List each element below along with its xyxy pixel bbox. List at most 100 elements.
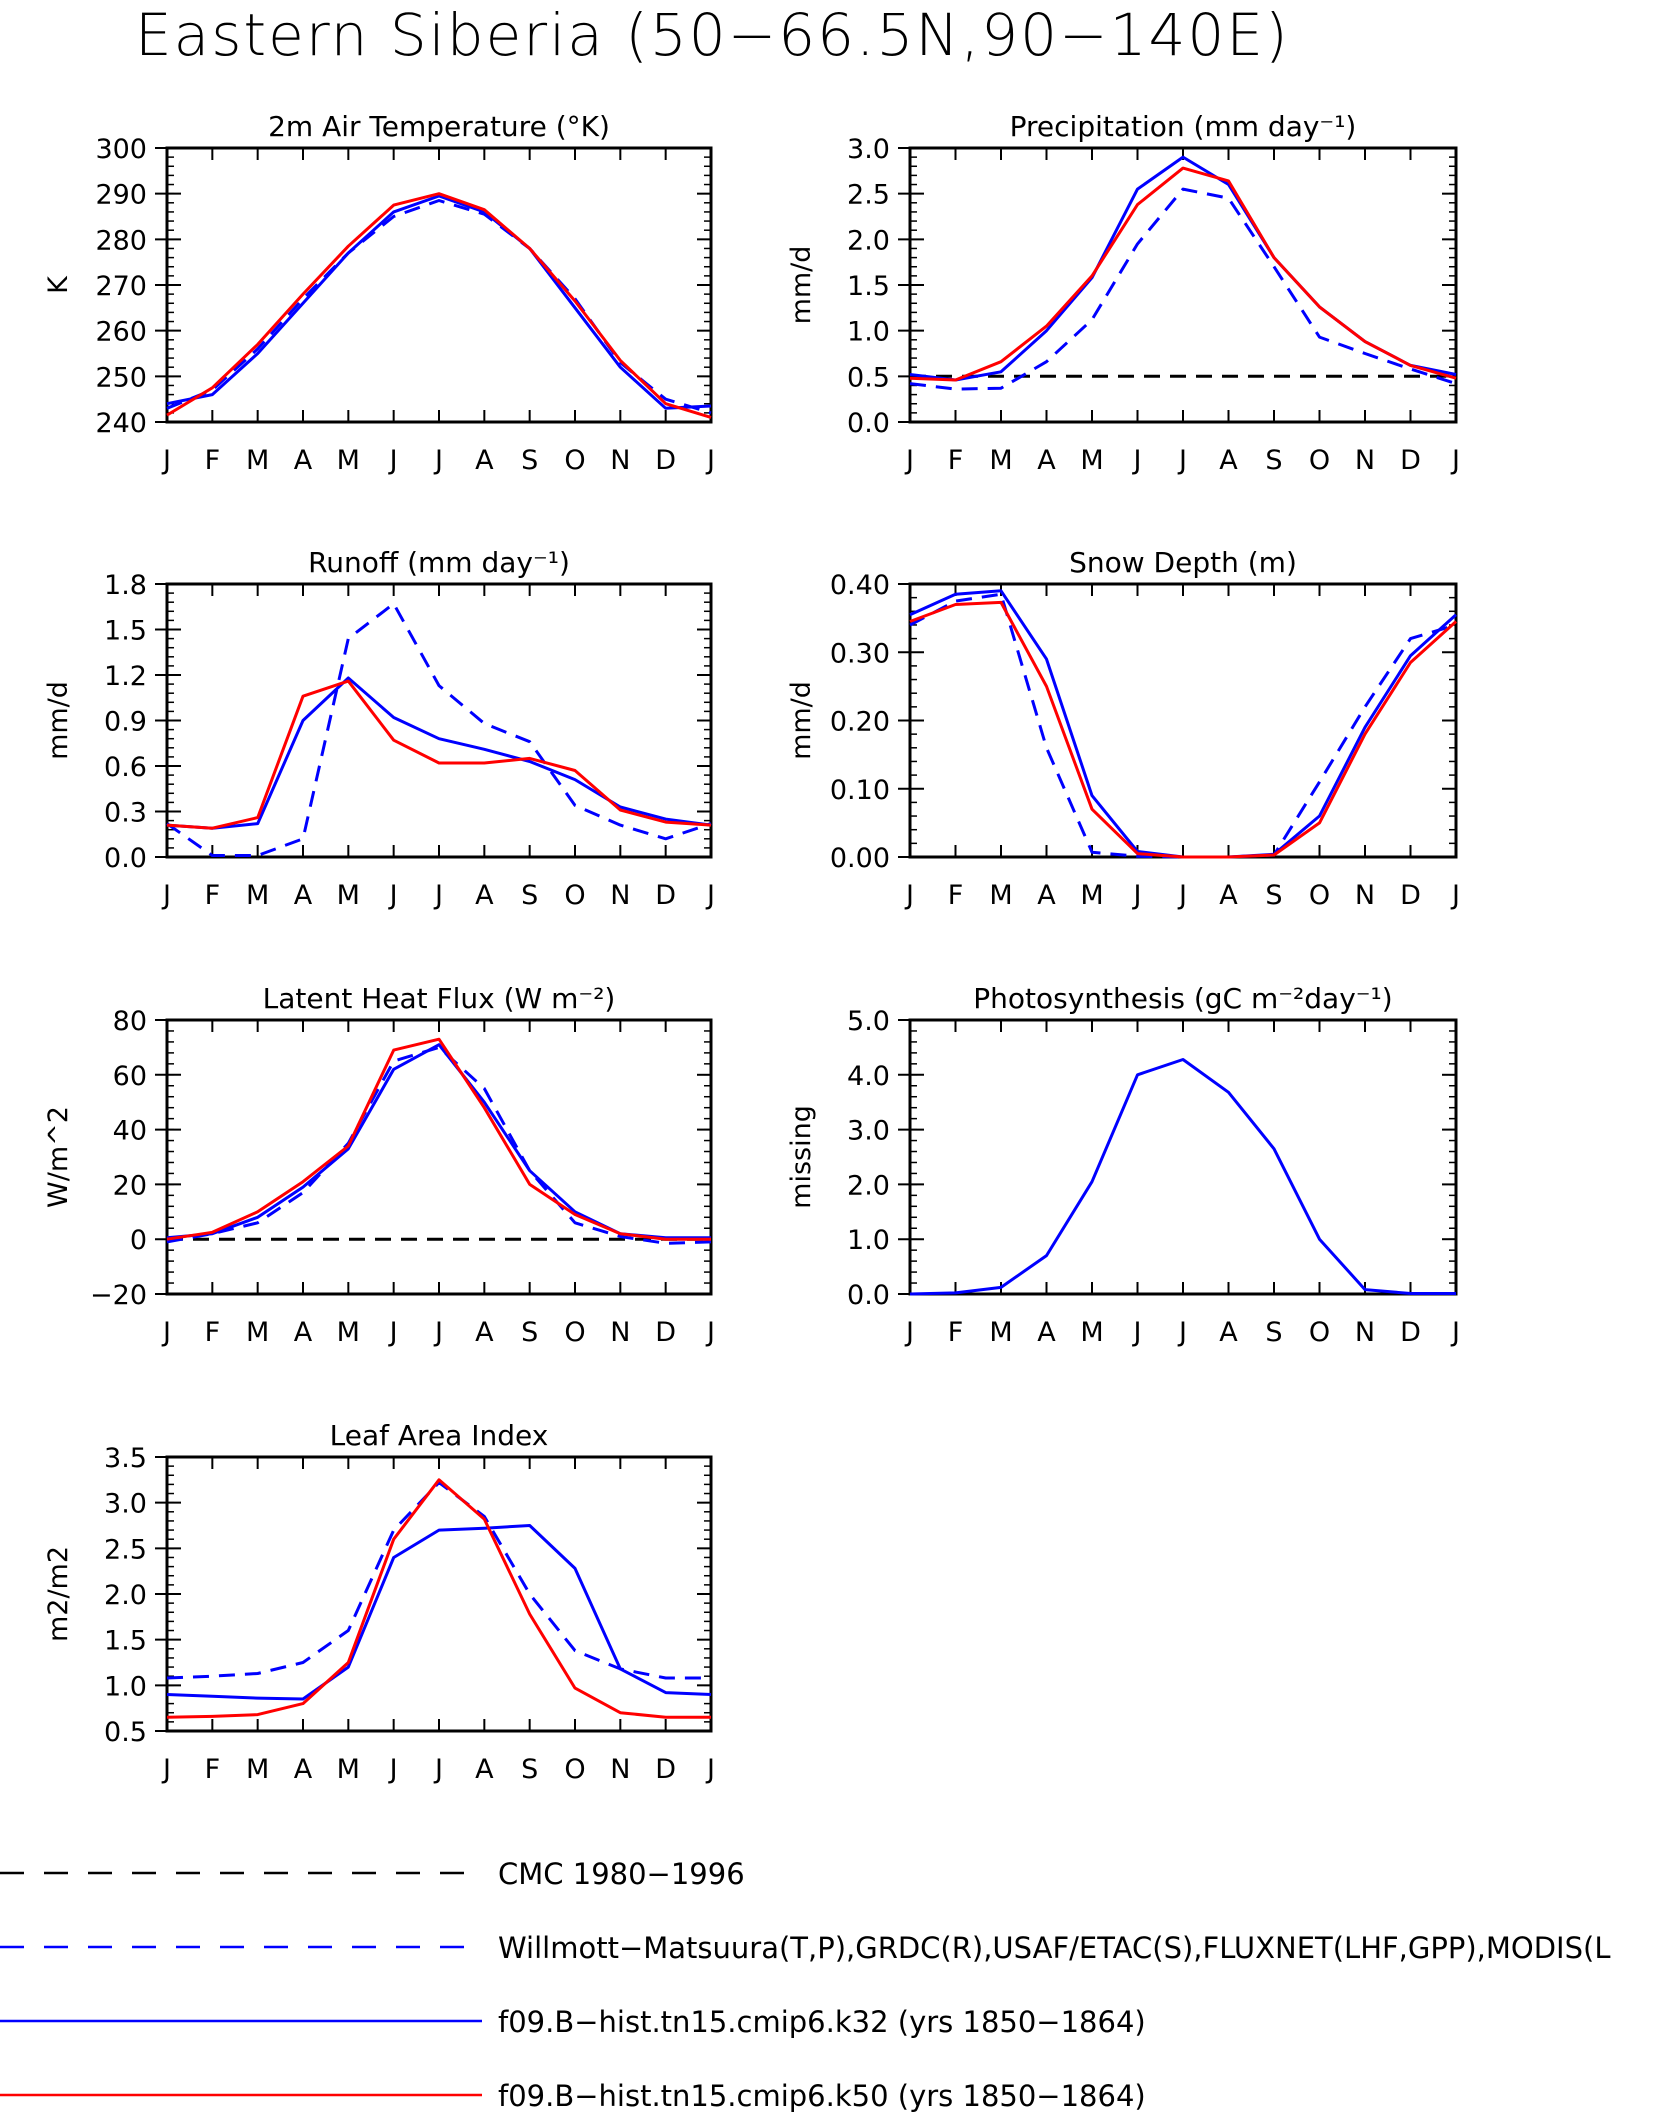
y-tick-label: 60 bbox=[113, 1061, 147, 1092]
plot-frame bbox=[165, 1018, 713, 1296]
x-tick-label: J bbox=[161, 880, 171, 911]
y-tick-label: 3.0 bbox=[847, 1116, 890, 1147]
x-tick-label: J bbox=[904, 445, 914, 476]
x-tick-label: S bbox=[1265, 445, 1282, 476]
x-tick-label: A bbox=[1037, 1317, 1056, 1348]
x-tick-label: A bbox=[475, 445, 494, 476]
y-axis-label: mm/d bbox=[786, 246, 817, 325]
series-line-obs bbox=[166, 1045, 712, 1245]
y-tick-label: 0.3 bbox=[104, 798, 147, 829]
x-tick-label: J bbox=[388, 1317, 398, 1348]
x-tick-label: O bbox=[1309, 445, 1330, 476]
plot-frame bbox=[165, 1455, 713, 1733]
x-tick-label: M bbox=[337, 445, 360, 476]
panel-title: Snow Depth (m) bbox=[1069, 546, 1297, 579]
x-tick-label: A bbox=[475, 880, 494, 911]
x-tick-label: A bbox=[294, 880, 313, 911]
x-tick-label: J bbox=[388, 445, 398, 476]
y-tick-label: 0.20 bbox=[830, 707, 890, 738]
x-tick-label: J bbox=[904, 880, 914, 911]
x-tick-label: M bbox=[1080, 445, 1103, 476]
x-tick-label: J bbox=[388, 1754, 398, 1785]
y-tick-label: 0.0 bbox=[104, 843, 147, 874]
series-line-k50 bbox=[166, 679, 712, 830]
x-tick-label: O bbox=[1309, 880, 1330, 911]
x-tick-label: J bbox=[433, 880, 443, 911]
series-line-k32 bbox=[909, 589, 1458, 859]
x-tick-label: J bbox=[1450, 1317, 1460, 1348]
x-tick-label: F bbox=[948, 445, 964, 476]
x-tick-label: F bbox=[948, 880, 964, 911]
x-tick-label: M bbox=[246, 445, 269, 476]
x-tick-label: N bbox=[610, 1754, 630, 1785]
y-tick-label: 300 bbox=[95, 134, 147, 165]
y-tick-label: 5.0 bbox=[847, 1006, 890, 1037]
series-line-k32 bbox=[166, 194, 712, 410]
page-title: Eastern Siberia (50−66.5N,90−140E) bbox=[135, 1, 1290, 69]
x-tick-label: S bbox=[521, 880, 538, 911]
y-tick-label: 0.0 bbox=[847, 1280, 890, 1311]
x-tick-label: A bbox=[294, 1754, 313, 1785]
series-line-obs bbox=[909, 187, 1457, 391]
x-tick-label: S bbox=[521, 1317, 538, 1348]
x-tick-label: M bbox=[1080, 880, 1103, 911]
x-tick-label: J bbox=[161, 1317, 171, 1348]
y-tick-label: 0.9 bbox=[104, 707, 147, 738]
x-tick-label: O bbox=[564, 1317, 585, 1348]
y-tick-label: 2.5 bbox=[104, 1534, 147, 1565]
y-tick-label: 20 bbox=[113, 1170, 147, 1201]
x-tick-label: J bbox=[705, 1317, 715, 1348]
x-tick-label: S bbox=[521, 1754, 538, 1785]
y-tick-label: −20 bbox=[90, 1280, 147, 1311]
x-tick-label: A bbox=[294, 445, 313, 476]
series-line-k32 bbox=[166, 1043, 711, 1240]
y-tick-label: 2.5 bbox=[847, 180, 890, 211]
series-line-k32 bbox=[166, 1524, 712, 1701]
y-tick-label: 40 bbox=[113, 1116, 147, 1147]
x-tick-label: D bbox=[1400, 445, 1421, 476]
y-tick-label: 270 bbox=[95, 271, 147, 302]
x-tick-label: N bbox=[610, 1317, 630, 1348]
x-tick-label: A bbox=[1037, 445, 1056, 476]
y-tick-label: 3.5 bbox=[104, 1443, 147, 1474]
y-tick-label: 0.0 bbox=[847, 408, 890, 439]
y-tick-label: 0.5 bbox=[104, 1717, 147, 1748]
y-tick-label: 3.0 bbox=[104, 1489, 147, 1520]
x-tick-label: D bbox=[655, 445, 676, 476]
series-line-k50 bbox=[166, 192, 712, 419]
chart-panel-1: 2m Air Temperature (°K)KJ F M A M J J A S O N D J240… bbox=[43, 110, 715, 476]
y-tick-label: 1.0 bbox=[104, 1671, 147, 1702]
y-tick-label: 0.00 bbox=[830, 843, 890, 874]
x-tick-label: F bbox=[948, 1317, 964, 1348]
x-tick-label: N bbox=[1355, 880, 1375, 911]
series-line-k50 bbox=[166, 1478, 711, 1719]
y-tick-label: 0.40 bbox=[830, 570, 890, 601]
panel-title: Leaf Area Index bbox=[330, 1419, 549, 1452]
x-tick-label: A bbox=[294, 1317, 313, 1348]
legend-label-obs: Willmott−Matsuura(T,P),GRDC(R),USAF/ETAC… bbox=[498, 1931, 1611, 1965]
y-axis-label: m2/m2 bbox=[43, 1546, 74, 1642]
legend-label-cmc: CMC 1980−1996 bbox=[498, 1857, 745, 1891]
y-axis-label: mm/d bbox=[43, 681, 74, 760]
x-tick-label: A bbox=[1219, 1317, 1238, 1348]
x-tick-label: A bbox=[1219, 880, 1238, 911]
y-tick-label: 1.0 bbox=[847, 1225, 890, 1256]
x-tick-label: N bbox=[1355, 445, 1375, 476]
x-tick-label: D bbox=[655, 1754, 676, 1785]
series-line-k50 bbox=[166, 1037, 711, 1241]
x-tick-label: J bbox=[904, 1317, 914, 1348]
x-tick-label: J bbox=[1177, 880, 1187, 911]
x-tick-label: F bbox=[205, 1754, 221, 1785]
plot-frame bbox=[165, 582, 713, 859]
x-tick-label: F bbox=[205, 880, 221, 911]
chart-panel-3: Runoff (mm day⁻¹)mm/dJ F M A M J J A S O N D J0.00.3… bbox=[43, 546, 715, 911]
panel-title: 2m Air Temperature (°K) bbox=[268, 110, 610, 143]
x-tick-label: O bbox=[564, 1754, 585, 1785]
x-tick-label: J bbox=[1177, 1317, 1187, 1348]
x-tick-label: D bbox=[1400, 880, 1421, 911]
x-tick-label: M bbox=[989, 1317, 1012, 1348]
y-tick-label: 0.6 bbox=[104, 752, 147, 783]
